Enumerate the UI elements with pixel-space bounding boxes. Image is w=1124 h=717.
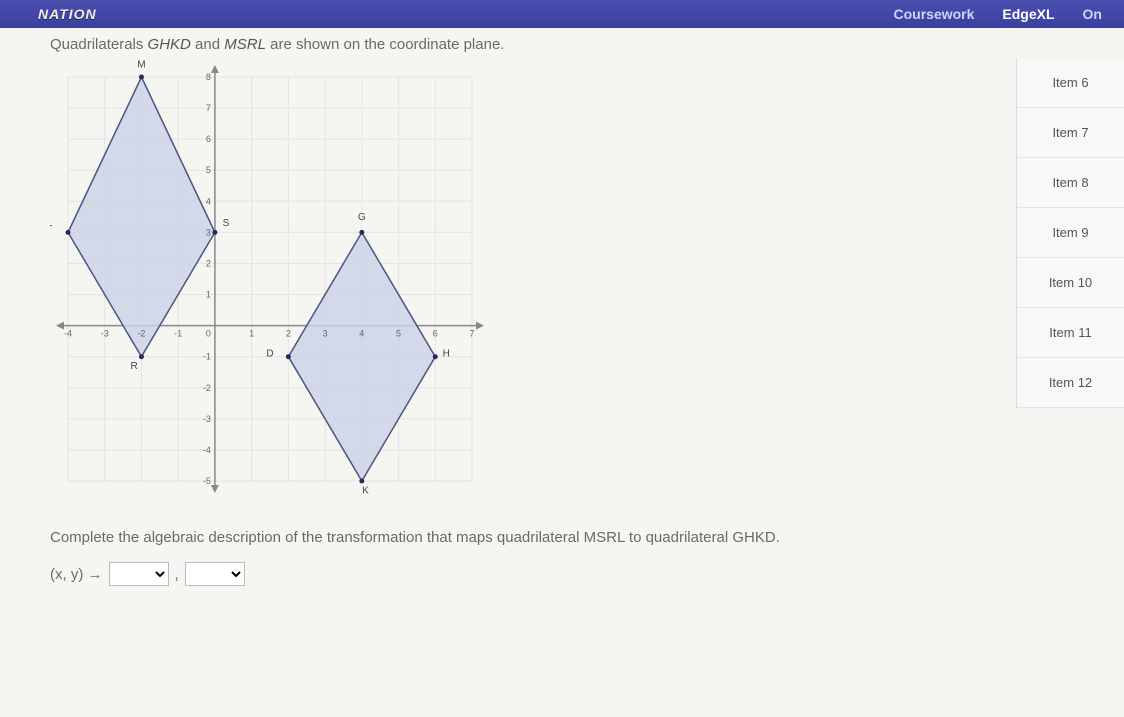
svg-text:3: 3 <box>206 227 211 237</box>
item-nav-9[interactable]: Item 9 <box>1017 208 1124 258</box>
nav-coursework[interactable]: Coursework <box>894 6 975 22</box>
svg-text:8: 8 <box>206 72 211 82</box>
instruction-to: GHKD <box>732 529 775 546</box>
svg-text:2: 2 <box>206 258 211 268</box>
svg-text:K: K <box>362 485 369 496</box>
prompt-suffix: are shown on the coordinate plane. <box>266 36 505 53</box>
svg-text:5: 5 <box>206 165 211 175</box>
answer-lhs: (x, y) → <box>50 566 103 583</box>
item-nav-7[interactable]: Item 7 <box>1017 108 1124 158</box>
svg-text:7: 7 <box>206 103 211 113</box>
nav-online[interactable]: On <box>1083 6 1102 22</box>
svg-text:-4: -4 <box>203 445 211 455</box>
svg-text:-1: -1 <box>174 329 182 339</box>
svg-text:L: L <box>50 218 53 229</box>
svg-text:S: S <box>223 218 230 229</box>
prompt-mid: and <box>191 36 224 53</box>
answer-comma: , <box>175 566 179 583</box>
svg-text:6: 6 <box>433 329 438 339</box>
svg-text:3: 3 <box>323 329 328 339</box>
svg-text:M: M <box>137 60 145 71</box>
instruction-mid: to quadrilateral <box>625 529 733 546</box>
svg-text:D: D <box>266 349 273 360</box>
svg-text:-5: -5 <box>203 476 211 486</box>
top-nav-bar: NATION Coursework EdgeXL On <box>0 0 1124 28</box>
content-area: Quadrilaterals GHKD and MSRL are shown o… <box>0 28 1124 717</box>
instruction-from: MSRL <box>584 529 625 546</box>
svg-text:-3: -3 <box>101 329 109 339</box>
item-nav-6[interactable]: Item 6 <box>1017 58 1124 108</box>
svg-text:5: 5 <box>396 329 401 339</box>
item-nav-panel: Item 6 Item 7 Item 8 Item 9 Item 10 Item… <box>1016 58 1124 408</box>
svg-text:6: 6 <box>206 134 211 144</box>
graph-svg: M S R L G H K D -4 -3 -2 -1 1 2 3 4 5 6 7 -5 -4 -3 -2 -1 1 2 3 4 5 6 7… <box>50 59 490 499</box>
svg-text:-4: -4 <box>64 329 72 339</box>
svg-text:4: 4 <box>359 329 364 339</box>
svg-text:G: G <box>358 212 366 223</box>
answer-dropdown-y[interactable] <box>185 562 245 586</box>
item-nav-12[interactable]: Item 12 <box>1017 358 1124 408</box>
svg-text:0: 0 <box>206 329 211 339</box>
svg-text:H: H <box>443 349 450 360</box>
svg-text:-2: -2 <box>203 383 211 393</box>
coordinate-plane: M S R L G H K D -4 -3 -2 -1 1 2 3 4 5 6 7 -5 -4 -3 -2 -1 1 2 3 4 5 6 7… <box>50 59 490 499</box>
answer-row: (x, y) → , <box>50 562 1104 586</box>
prompt-shape1: GHKD <box>148 36 191 53</box>
svg-text:1: 1 <box>249 329 254 339</box>
instruction-block: Complete the algebraic description of th… <box>50 529 1104 586</box>
logo-text: NATION <box>38 6 97 22</box>
answer-dropdown-x[interactable] <box>109 562 169 586</box>
svg-text:-3: -3 <box>203 414 211 424</box>
instruction-suffix: . <box>776 529 780 546</box>
item-nav-11[interactable]: Item 11 <box>1017 308 1124 358</box>
svg-text:2: 2 <box>286 329 291 339</box>
svg-text:R: R <box>130 361 137 372</box>
question-prompt: Quadrilaterals GHKD and MSRL are shown o… <box>50 36 1104 53</box>
prompt-shape2: MSRL <box>224 36 266 53</box>
item-nav-10[interactable]: Item 10 <box>1017 258 1124 308</box>
svg-text:-2: -2 <box>137 329 145 339</box>
prompt-prefix: Quadrilaterals <box>50 36 148 53</box>
svg-text:1: 1 <box>206 290 211 300</box>
svg-text:-1: -1 <box>203 352 211 362</box>
nav-edgexl[interactable]: EdgeXL <box>1002 6 1054 22</box>
instruction-prefix: Complete the algebraic description of th… <box>50 529 584 546</box>
svg-text:7: 7 <box>469 329 474 339</box>
item-nav-8[interactable]: Item 8 <box>1017 158 1124 208</box>
svg-text:4: 4 <box>206 196 211 206</box>
